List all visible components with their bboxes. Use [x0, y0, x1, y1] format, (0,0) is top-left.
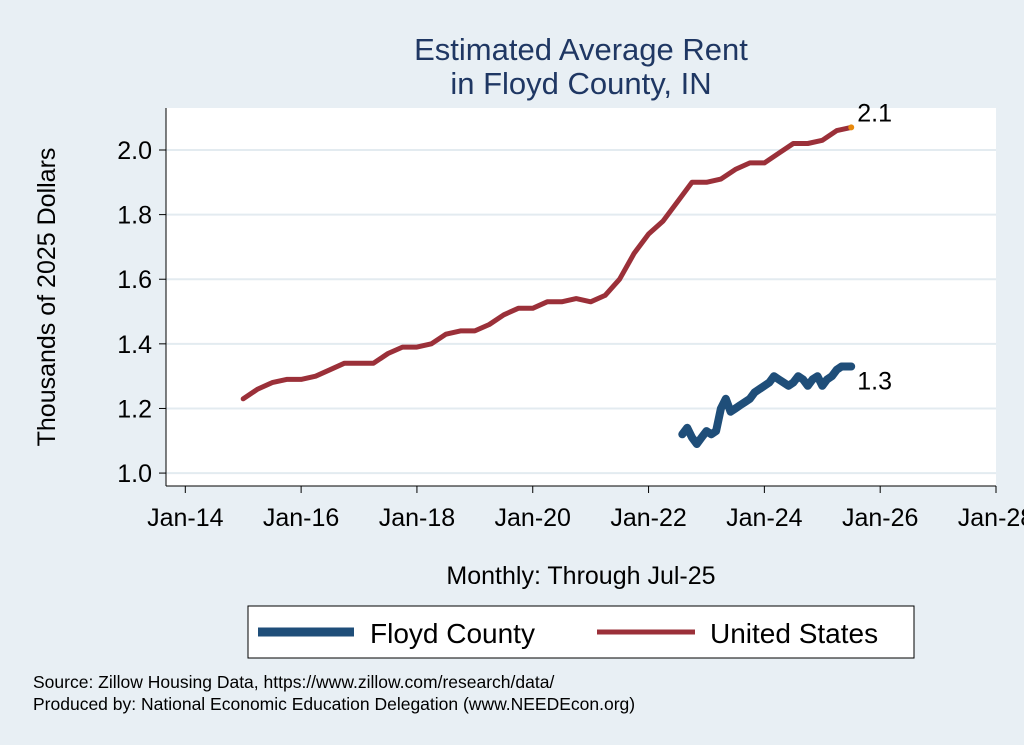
x-tick-label: Jan-28: [958, 504, 1024, 532]
x-tick-label: Jan-14: [147, 504, 224, 532]
series-layer: [240, 124, 856, 448]
chart-title-line-2: in Floyd County, IN: [450, 66, 711, 101]
y-tick-label: 1.6: [117, 266, 152, 294]
series-end-label: 2.1: [857, 99, 892, 127]
plot-area: [166, 108, 996, 486]
legend: Floyd County United States: [247, 605, 915, 659]
y-axis-ticks: 1.0 1.2 1.4 1.6 1.8 2.0: [117, 137, 166, 488]
y-axis-title: Thousands of 2025 Dollars: [33, 148, 61, 447]
grid-lines: [166, 149, 996, 475]
y-tick-label: 2.0: [117, 137, 152, 165]
y-tick-label: 1.4: [117, 331, 152, 359]
series-line-united-states: [240, 124, 854, 402]
series-end-marker: [848, 124, 855, 131]
x-tick-label: Jan-18: [379, 504, 455, 532]
legend-box: [247, 605, 915, 659]
x-axis-ticks: Jan-14 Jan-16 Jan-18 Jan-20 Jan-22 Jan-24 Jan-…: [147, 486, 1024, 532]
x-tick-label: Jan-24: [726, 504, 803, 532]
x-tick-label: Jan-26: [842, 504, 918, 532]
y-tick-label: 1.0: [117, 460, 152, 488]
legend-label-us: United States: [710, 618, 878, 649]
x-tick-label: Jan-20: [495, 504, 571, 532]
producer-note: Produced by: National Economic Education…: [33, 694, 635, 714]
source-note: Source: Zillow Housing Data, https://www…: [33, 672, 554, 692]
chart-title-line-1: Estimated Average Rent: [414, 32, 748, 67]
y-tick-label: 1.8: [117, 202, 152, 230]
series-line-floyd-county: [678, 362, 856, 448]
x-tick-label: Jan-22: [610, 504, 686, 532]
series-end-label: 1.3: [857, 367, 892, 395]
legend-label-floyd: Floyd County: [370, 618, 535, 649]
x-tick-label: Jan-16: [263, 504, 339, 532]
end-labels: 1.3 2.1: [848, 99, 892, 395]
y-tick-label: 1.2: [117, 395, 152, 423]
x-axis-title: Monthly: Through Jul-25: [446, 562, 715, 590]
